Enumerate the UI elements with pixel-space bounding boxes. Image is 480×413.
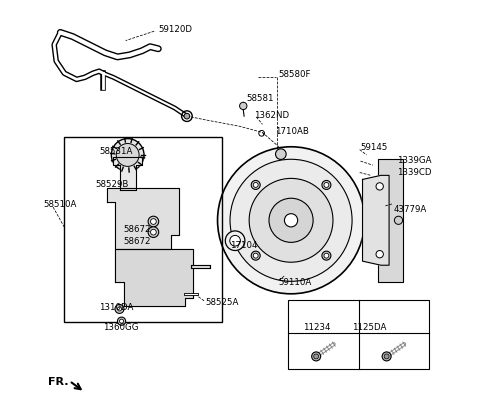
Text: 58510A: 58510A	[43, 200, 76, 209]
Circle shape	[322, 252, 331, 261]
Text: 58580F: 58580F	[279, 69, 312, 78]
Circle shape	[395, 217, 403, 225]
Polygon shape	[107, 188, 179, 249]
Text: 1339CD: 1339CD	[397, 167, 432, 176]
Circle shape	[120, 319, 123, 323]
Polygon shape	[113, 158, 142, 190]
Circle shape	[230, 160, 352, 282]
Text: 58581: 58581	[246, 94, 274, 103]
Polygon shape	[362, 176, 389, 266]
Circle shape	[184, 114, 190, 120]
Text: 1125DA: 1125DA	[352, 322, 387, 331]
Circle shape	[148, 227, 159, 238]
Circle shape	[151, 219, 156, 225]
Circle shape	[249, 179, 333, 263]
Text: 43779A: 43779A	[393, 204, 426, 213]
Circle shape	[253, 183, 258, 188]
Circle shape	[115, 305, 124, 313]
Circle shape	[240, 103, 247, 110]
Circle shape	[376, 183, 384, 191]
Circle shape	[111, 139, 144, 172]
Text: 58529B: 58529B	[95, 180, 128, 189]
Bar	[288, 300, 429, 370]
Circle shape	[148, 217, 159, 227]
Circle shape	[312, 352, 321, 361]
Circle shape	[285, 214, 298, 228]
Circle shape	[253, 254, 258, 259]
Text: 11234: 11234	[303, 322, 331, 331]
Circle shape	[376, 251, 384, 258]
Text: 58531A: 58531A	[99, 147, 132, 156]
Text: 1362ND: 1362ND	[254, 110, 289, 119]
Text: 58672: 58672	[123, 237, 151, 246]
Bar	[64, 137, 222, 323]
Text: 59120D: 59120D	[158, 25, 192, 34]
Bar	[378, 160, 403, 282]
Polygon shape	[115, 249, 193, 306]
Text: 17104: 17104	[230, 241, 257, 250]
Text: FR.: FR.	[48, 376, 69, 386]
Circle shape	[269, 199, 313, 243]
Text: 58672: 58672	[123, 224, 151, 233]
Text: 1360GG: 1360GG	[103, 322, 139, 331]
Text: 59145: 59145	[360, 143, 388, 152]
Circle shape	[118, 307, 121, 311]
Circle shape	[324, 183, 329, 188]
Circle shape	[230, 236, 240, 247]
Circle shape	[384, 354, 389, 359]
Text: 1710AB: 1710AB	[275, 127, 309, 135]
Text: 58525A: 58525A	[205, 298, 239, 307]
Circle shape	[324, 254, 329, 259]
Circle shape	[314, 354, 319, 359]
Text: 1339GA: 1339GA	[397, 155, 432, 164]
Circle shape	[382, 352, 391, 361]
Text: 1310DA: 1310DA	[99, 302, 133, 311]
Text: 59110A: 59110A	[279, 278, 312, 286]
Circle shape	[251, 181, 260, 190]
Circle shape	[322, 181, 331, 190]
Circle shape	[217, 147, 365, 294]
Circle shape	[151, 230, 156, 235]
Circle shape	[225, 231, 245, 251]
Circle shape	[118, 317, 126, 325]
Circle shape	[276, 150, 286, 160]
Circle shape	[251, 252, 260, 261]
Circle shape	[116, 144, 139, 167]
